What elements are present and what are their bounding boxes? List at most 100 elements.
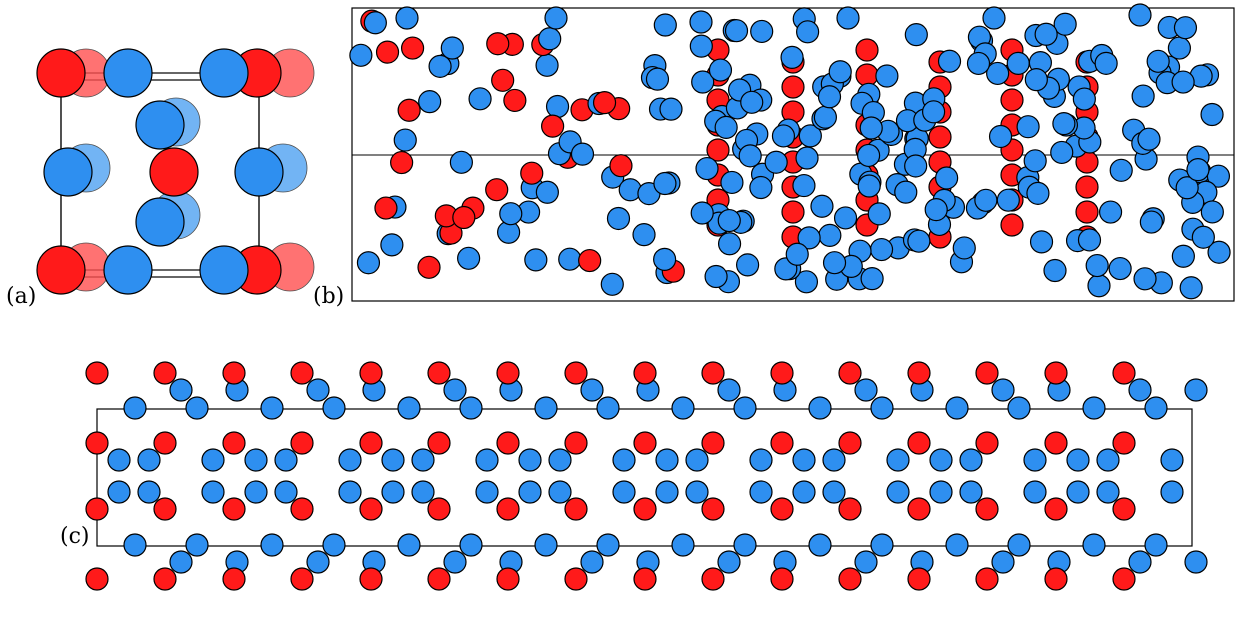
red-atom <box>564 431 588 455</box>
blue-atom <box>854 550 878 574</box>
red-atom <box>1000 88 1024 112</box>
atom <box>659 97 683 121</box>
blue-atom <box>1144 396 1168 420</box>
blue-atom <box>828 60 852 84</box>
blue-atom <box>771 124 796 148</box>
blue-atom <box>854 378 878 402</box>
blue-atom <box>107 480 131 504</box>
red-atom <box>907 431 931 455</box>
red-atom <box>153 497 177 521</box>
blue-atom <box>813 105 837 129</box>
blue-atom <box>596 533 620 557</box>
red-atom <box>85 567 109 591</box>
blue-atom <box>671 533 695 557</box>
red-atom <box>633 431 657 455</box>
blue-atom <box>996 188 1020 212</box>
blue-atom <box>982 6 1006 30</box>
red-atom <box>1112 497 1136 521</box>
blue-atom <box>1146 49 1170 73</box>
panel-a-label: (a) <box>6 284 36 309</box>
blue-atom <box>733 396 757 420</box>
atom <box>397 98 421 122</box>
blue-atom <box>244 448 268 472</box>
blue-atom <box>274 480 298 504</box>
blue-atom <box>1087 274 1111 298</box>
red-atom <box>564 361 588 385</box>
blue-atom <box>1082 533 1106 557</box>
blue-atom <box>860 267 884 291</box>
blue-atom <box>544 6 568 30</box>
blue-atom <box>720 170 744 195</box>
blue-atom <box>1108 256 1132 281</box>
red-atom <box>1112 567 1136 591</box>
red-atom <box>975 497 999 521</box>
blue-atom <box>123 396 147 420</box>
blue-atom <box>785 242 809 266</box>
blue-atom <box>107 448 131 472</box>
atom <box>618 178 642 202</box>
blue-atom <box>740 90 764 114</box>
atom <box>491 68 515 92</box>
blue-atom <box>1072 87 1096 111</box>
red-atom <box>701 567 725 591</box>
panel-c-slab: (c) <box>60 361 1208 591</box>
blue-atom <box>704 264 728 289</box>
blue-atom <box>260 396 284 420</box>
blue-atom <box>1023 448 1047 472</box>
red-atom <box>36 245 86 295</box>
red-atom <box>222 361 246 385</box>
atom <box>558 247 582 271</box>
blue-atom <box>717 232 742 256</box>
blue-atom <box>929 448 953 472</box>
red-atom <box>1044 431 1068 455</box>
blue-atom <box>886 480 910 504</box>
blue-atom <box>749 480 773 504</box>
blue-atom <box>123 533 147 557</box>
atom <box>645 67 670 91</box>
red-atom <box>496 431 520 455</box>
blue-atom <box>548 448 572 472</box>
blue-atom <box>945 396 969 420</box>
blue-atom <box>691 70 715 94</box>
atom <box>632 223 656 247</box>
atom <box>468 87 492 111</box>
red-atom <box>222 431 246 455</box>
red-atom <box>855 63 879 87</box>
blue-atom <box>870 396 894 420</box>
blue-atom <box>708 58 733 82</box>
red-atom <box>149 147 199 197</box>
red-atom <box>1075 200 1099 224</box>
red-atom <box>1044 361 1068 385</box>
atom <box>485 178 509 202</box>
atom <box>400 36 425 60</box>
red-atom <box>290 497 314 521</box>
blue-atom <box>798 124 822 148</box>
atom <box>578 248 602 273</box>
blue-atom <box>534 396 558 420</box>
blue-atom <box>534 533 558 557</box>
blue-atom <box>475 448 499 472</box>
red-atom <box>781 200 805 224</box>
blue-atom <box>685 448 709 472</box>
red-atom <box>36 48 86 98</box>
blue-atom <box>894 180 918 204</box>
blue-atom <box>518 480 542 504</box>
blue-atom <box>714 115 738 140</box>
atom <box>653 13 677 37</box>
atom <box>570 142 595 166</box>
blue-atom <box>810 194 834 218</box>
red-atom <box>838 361 862 385</box>
blue-atom <box>1186 158 1210 182</box>
blue-atom <box>818 223 842 248</box>
blue-atom <box>1043 258 1067 283</box>
red-atom <box>770 497 794 521</box>
blue-atom <box>792 448 816 472</box>
red-atom <box>85 361 109 385</box>
blue-atom <box>306 550 330 574</box>
panel-c-atoms <box>85 361 1208 591</box>
blue-atom <box>199 245 249 295</box>
blue-atom <box>836 6 860 30</box>
atom <box>380 233 404 257</box>
blue-atom <box>1023 149 1047 173</box>
blue-atom <box>103 48 153 98</box>
